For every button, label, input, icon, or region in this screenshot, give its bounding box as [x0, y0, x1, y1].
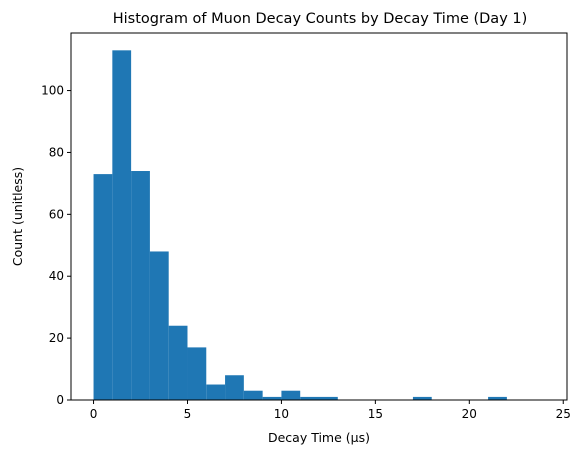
- histogram-bar-6: [206, 384, 226, 400]
- histogram-bar-11: [300, 396, 319, 400]
- y-axis: 0 20 40 60 80 100: [41, 84, 71, 407]
- histogram-bar-3: [149, 251, 169, 400]
- plot-frame: [70, 32, 568, 401]
- x-axis: 0 5 10 15 20 25: [90, 400, 571, 421]
- x-tick-label: 10: [274, 407, 289, 421]
- x-tick-label: 0: [90, 407, 98, 421]
- histogram-bar-8: [243, 390, 263, 400]
- x-tick-label: 25: [556, 407, 571, 421]
- y-tick-label: 100: [41, 84, 64, 98]
- x-tick-label: 15: [368, 407, 383, 421]
- y-tick-label: 60: [49, 207, 64, 221]
- histogram-bar-10: [281, 390, 301, 400]
- x-tick-label: 5: [184, 407, 192, 421]
- histogram-bar-21: [488, 396, 507, 400]
- histogram-bar-12: [319, 396, 338, 400]
- histogram-bar-4: [168, 325, 188, 400]
- histogram-bar-5: [187, 347, 207, 400]
- y-tick-label: 20: [49, 331, 64, 345]
- x-tick-label: 20: [462, 407, 477, 421]
- histogram-bar-2: [131, 171, 150, 400]
- y-tick-label: 40: [49, 269, 64, 283]
- x-axis-label: Decay Time (μs): [268, 430, 370, 445]
- histogram-bar-9: [262, 396, 282, 400]
- y-tick-label: 80: [49, 145, 64, 159]
- histogram-bar-1: [112, 50, 132, 401]
- histogram-bar-17: [412, 396, 432, 400]
- histogram-bar-7: [225, 375, 244, 400]
- y-tick-label: 0: [56, 393, 64, 407]
- chart-title: Histogram of Muon Decay Counts by Decay …: [113, 11, 528, 27]
- y-axis-label: Count (unitless): [10, 167, 25, 266]
- bars-group: [93, 50, 507, 401]
- histogram-bar-0: [93, 174, 113, 400]
